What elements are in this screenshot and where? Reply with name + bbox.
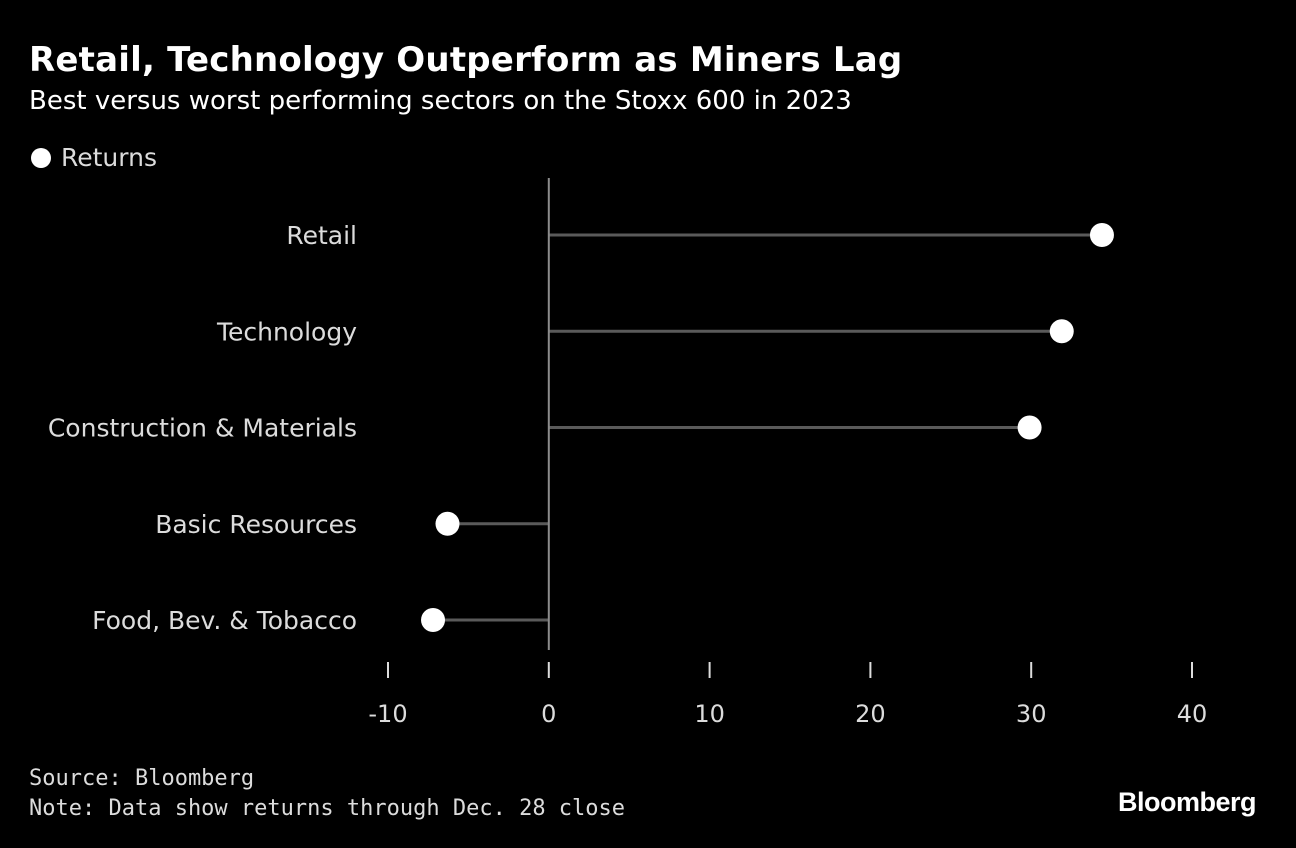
tick-label-2: 10 (694, 700, 725, 728)
footer: Source: Bloomberg Note: Data show return… (29, 764, 625, 824)
data-point-0 (1089, 223, 1114, 247)
data-point-2 (1017, 415, 1042, 440)
data-point-3 (435, 511, 460, 536)
category-label-0: Retail (286, 221, 357, 250)
category-label-3: Basic Resources (155, 510, 357, 539)
bloomberg-logo: Bloomberg (1117, 787, 1257, 817)
chart-subtitle: Best versus worst performing sectors on … (29, 86, 852, 116)
data-points (421, 223, 1114, 632)
category-label-1: Technology (216, 317, 357, 346)
source-note: Source: Bloomberg (29, 766, 255, 791)
data-point-1 (1049, 319, 1074, 344)
legend: Returns (31, 143, 157, 172)
legend-dot-icon (31, 147, 51, 168)
tick-label-3: 20 (855, 700, 886, 728)
category-label-2: Construction & Materials (48, 414, 357, 443)
category-labels: Retail Technology Construction & Materials… (48, 221, 357, 635)
stems (433, 233, 1102, 622)
category-label-4: Food, Bev. & Tobacco (92, 606, 357, 635)
legend-label: Returns (61, 143, 157, 172)
tick-label-4: 30 (1016, 700, 1047, 728)
data-note: Note: Data show returns through Dec. 28 … (29, 796, 626, 821)
data-point-4 (421, 608, 446, 632)
x-axis-ticks: -10 0 10 20 30 40 (368, 662, 1207, 728)
tick-label-1: 0 (541, 700, 556, 728)
tick-label-0: -10 (368, 700, 407, 728)
chart-title: Retail, Technology Outperform as Miners … (29, 40, 903, 80)
tick-label-5: 40 (1177, 700, 1208, 728)
